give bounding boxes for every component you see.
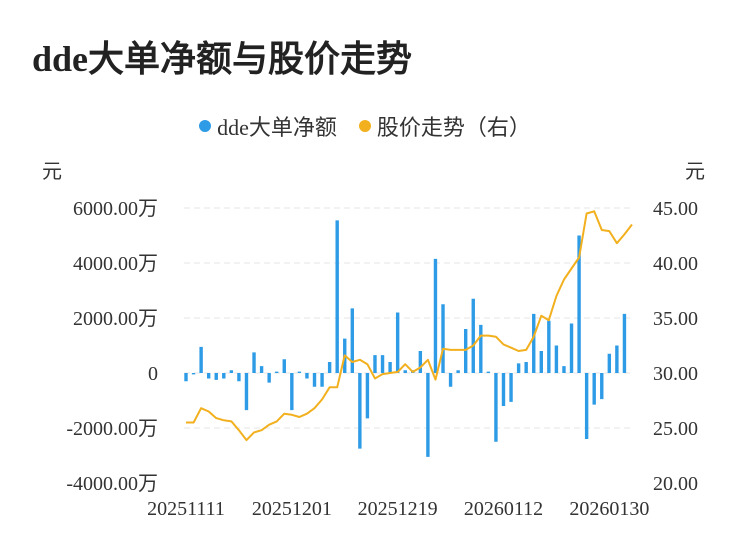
bar: [554, 345, 559, 373]
bar: [282, 359, 286, 373]
bar: [222, 373, 226, 379]
bar: [418, 351, 423, 373]
x-tick-label: 20260130: [569, 498, 649, 520]
bar: [471, 298, 475, 373]
bar: [237, 373, 241, 382]
right-tick-label: 20.00: [653, 473, 698, 495]
bar: [584, 373, 589, 439]
left-axis-unit: 元: [42, 161, 62, 183]
bar-series: [184, 220, 627, 457]
bar: [509, 373, 513, 402]
bar: [433, 258, 438, 373]
right-axis-ticks: 20.00 25.00 30.00 35.00 40.00 45.00: [653, 198, 698, 495]
left-tick-label: -2000.00万: [66, 418, 158, 440]
bar: [569, 323, 574, 373]
bar: [335, 220, 339, 373]
bar: [448, 373, 453, 387]
bar: [244, 373, 249, 411]
legend-label-bars: dde大单净额: [217, 115, 337, 140]
bar: [607, 353, 612, 373]
bar: [290, 373, 294, 411]
legend-label-line: 股价走势（右）: [376, 115, 531, 140]
left-tick-label: 2000.00万: [73, 308, 158, 330]
bar: [365, 373, 370, 419]
price-line: [186, 210, 633, 442]
bar: [373, 355, 377, 373]
right-tick-label: 35.00: [653, 308, 698, 330]
bar: [259, 366, 264, 373]
bar: [395, 312, 400, 373]
legend-item-line[interactable]: 股价走势（右）: [358, 110, 531, 142]
bar: [463, 329, 468, 373]
bar: [275, 371, 279, 373]
bar: [184, 373, 188, 382]
bar: [456, 370, 460, 373]
bar: [501, 373, 506, 406]
x-tick-label: 20251201: [252, 498, 332, 520]
legend-item-bars[interactable]: dde大单净额: [199, 110, 337, 142]
bar: [600, 373, 604, 400]
bar: [350, 308, 355, 373]
legend-swatch-bars: [199, 120, 212, 132]
bar: [539, 351, 543, 373]
bar: [486, 371, 491, 373]
x-tick-label: 20251219: [358, 498, 438, 520]
bar: [358, 373, 362, 449]
x-tick-label: 20251111: [147, 498, 225, 520]
bar: [592, 373, 596, 405]
right-tick-label: 25.00: [653, 418, 698, 440]
left-tick-label: -4000.00万: [66, 473, 158, 495]
bar: [199, 346, 203, 373]
bar: [479, 324, 483, 373]
right-tick-label: 40.00: [653, 253, 698, 275]
left-tick-label: 6000.00万: [73, 198, 158, 220]
line-series: [186, 210, 633, 442]
bar: [267, 373, 271, 383]
bar: [388, 362, 392, 373]
left-tick-label: 0: [148, 363, 158, 385]
bar: [312, 373, 317, 387]
bar: [320, 373, 324, 387]
bar: [547, 320, 551, 373]
bar: [327, 362, 332, 373]
legend-swatch-line: [358, 120, 371, 132]
bar: [532, 313, 536, 373]
bar: [214, 373, 218, 380]
left-tick-label: 4000.00万: [73, 253, 158, 275]
bar: [403, 370, 407, 373]
bar: [297, 371, 302, 373]
x-axis-ticks: 20251111 20251201 20251219 20260112 20260130: [147, 498, 649, 520]
bar: [441, 304, 445, 373]
bar: [206, 373, 211, 379]
right-axis-unit: 元: [685, 161, 705, 183]
right-tick-label: 45.00: [653, 198, 698, 220]
bar: [380, 355, 385, 373]
chart-title: dde大单净额与股价走势: [32, 39, 413, 79]
bar: [562, 366, 566, 373]
left-axis-ticks: -4000.00万 -2000.00万 0 2000.00万 4000.00万 6000.…: [66, 198, 158, 495]
chart-legend: dde大单净额 股价走势（右）: [0, 110, 730, 142]
x-tick-label: 20260112: [464, 498, 543, 520]
grid-lines: [184, 207, 630, 429]
bar: [229, 370, 234, 373]
bar: [516, 363, 521, 373]
bar: [494, 373, 498, 442]
bar: [252, 352, 256, 373]
bar: [191, 373, 196, 375]
bar: [524, 362, 528, 373]
bar: [305, 373, 309, 379]
bar: [615, 345, 619, 373]
bar: [577, 235, 581, 373]
bar: [622, 313, 627, 373]
bar: [426, 373, 430, 457]
right-tick-label: 30.00: [653, 363, 698, 385]
